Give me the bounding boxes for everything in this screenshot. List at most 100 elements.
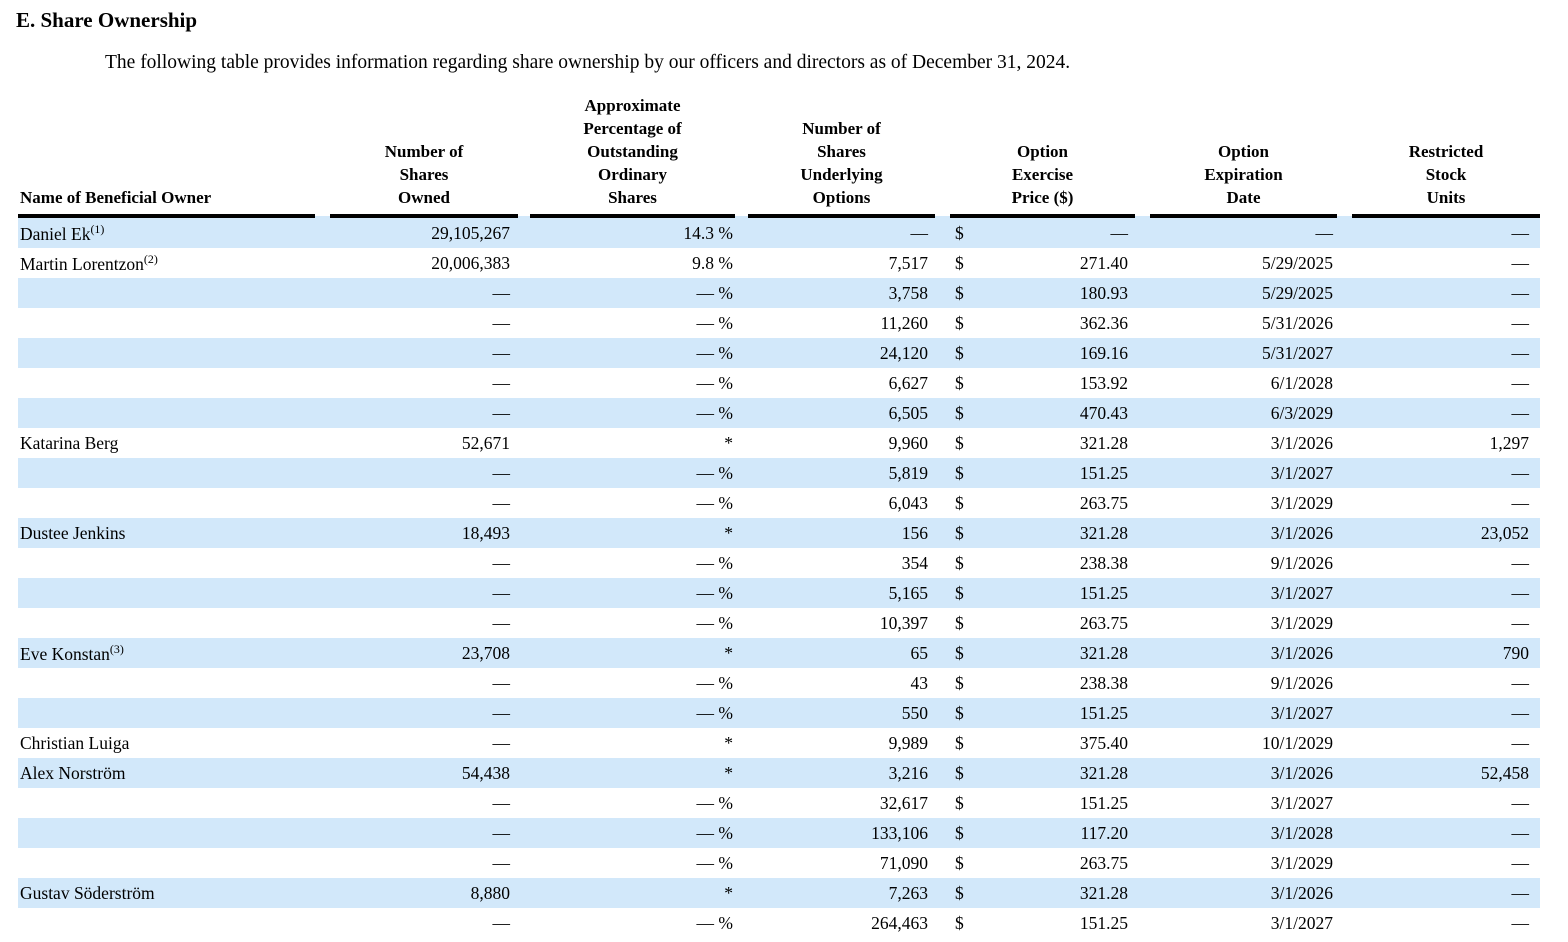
table-row: — — % 5,819 $151.25 3/1/2027 — — [18, 458, 1541, 488]
column-gap — [315, 488, 330, 518]
cell-restricted-stock-units: — — [1511, 492, 1530, 513]
cell-owner-name: Gustav Söderström — [18, 878, 315, 908]
cell-option-shares: 133,106 — [748, 818, 935, 848]
cell-expiration-date: 5/29/2025 — [1262, 252, 1334, 273]
cell-owner-name — [18, 788, 315, 818]
column-gap — [518, 698, 530, 728]
column-gap — [518, 488, 530, 518]
cell-restricted-stock-units: — — [1511, 792, 1530, 813]
column-gap — [518, 94, 530, 216]
cell-ownership-percentage: — % — [530, 338, 735, 368]
column-gap — [1337, 548, 1352, 578]
column-gap — [735, 248, 748, 278]
column-gap — [1337, 278, 1353, 308]
cell-shares-owned: — — [492, 912, 511, 933]
cell-dollar-sign: $ — [950, 398, 980, 428]
column-gap — [1135, 308, 1150, 338]
table-row: — — % 71,090 $263.75 3/1/2029 — — [18, 848, 1540, 878]
column-gap — [735, 788, 748, 818]
cell-expiration-date: 3/1/2027 — [1270, 792, 1334, 813]
cell-exercise-price: 238.38 — [1079, 552, 1129, 573]
cell-owner-name — [18, 338, 315, 368]
cell-exercise-price: 271.40 — [1079, 252, 1129, 273]
cell-dollar-sign: $ — [950, 758, 980, 788]
column-gap — [315, 878, 330, 908]
column-gap — [315, 908, 330, 938]
cell-shares-owned: — — [330, 578, 518, 608]
cell-owner-name — [18, 278, 315, 308]
cell-restricted-stock-units: — — [1511, 252, 1530, 273]
cell-option-shares: 6,627 — [888, 372, 928, 393]
cell-ownership-percentage: — % — [530, 458, 735, 488]
column-gap — [1135, 638, 1151, 668]
cell-ownership-percentage: * — [530, 638, 735, 668]
table-row: Katarina Berg 52,671 * 9,960 $321.28 3/1/2026… — [18, 428, 1540, 458]
column-gap — [315, 94, 330, 216]
cell-owner-name: Alex Norström — [18, 758, 315, 788]
cell-exercise-price: — — [980, 216, 1136, 248]
cell-dollar-sign: $ — [955, 372, 964, 393]
cell-expiration-date: 3/1/2026 — [1150, 758, 1338, 788]
column-gap — [735, 728, 748, 758]
cell-dollar-sign: $ — [950, 518, 980, 548]
column-gap — [935, 518, 950, 548]
column-gap — [1337, 788, 1352, 818]
column-gap — [1135, 488, 1150, 518]
column-gap — [1135, 278, 1151, 308]
column-gap — [935, 848, 950, 878]
cell-shares-owned: — — [492, 672, 511, 693]
cell-owner-name: Daniel Ek(1) — [18, 216, 315, 248]
cell-exercise-price: 263.75 — [1079, 612, 1129, 633]
cell-ownership-percentage: — % — [696, 912, 733, 933]
column-gap — [735, 338, 748, 368]
cell-dollar-sign: $ — [955, 252, 964, 273]
cell-dollar-sign: $ — [955, 912, 964, 933]
column-gap — [518, 818, 530, 848]
cell-owner-name — [18, 908, 315, 938]
column-gap — [735, 818, 748, 848]
column-gap — [1135, 338, 1151, 368]
cell-expiration-date: 10/1/2029 — [1262, 732, 1334, 753]
column-gap — [935, 608, 950, 638]
cell-expiration-date: 5/31/2027 — [1150, 338, 1338, 368]
cell-expiration-date: 3/1/2027 — [1150, 578, 1338, 608]
column-gap — [935, 428, 950, 458]
column-gap — [735, 368, 748, 398]
cell-shares-owned: 20,006,383 — [431, 252, 510, 273]
footnote-ref: (3) — [109, 641, 124, 656]
cell-ownership-percentage: — % — [696, 612, 733, 633]
cell-dollar-sign: $ — [955, 432, 964, 453]
column-gap — [518, 908, 530, 938]
cell-option-shares: — — [748, 216, 935, 248]
cell-dollar-sign: $ — [950, 638, 980, 668]
cell-exercise-price: 169.16 — [980, 338, 1136, 368]
column-gap — [518, 278, 530, 308]
table-row: — — % 264,463 $151.25 3/1/2027 — — [18, 908, 1540, 938]
cell-ownership-percentage: * — [724, 432, 733, 453]
cell-exercise-price: 470.43 — [980, 398, 1136, 428]
table-row: Eve Konstan(3) 23,708 * 65 $321.28 3/1/2026 79… — [18, 638, 1541, 668]
header-exercise-price: Option Exercise Price ($) — [950, 94, 1136, 218]
table-row: Gustav Söderström 8,880 * 7,263 $321.28 3/1/2… — [18, 878, 1541, 908]
cell-exercise-price: 117.20 — [980, 818, 1136, 848]
column-gap — [1337, 608, 1352, 638]
column-gap — [935, 488, 950, 518]
cell-restricted-stock-units: — — [1352, 818, 1541, 848]
cell-exercise-price: 151.25 — [1079, 912, 1129, 933]
column-gap — [518, 458, 530, 488]
cell-option-shares: 24,120 — [748, 338, 935, 368]
cell-owner-name — [18, 458, 315, 488]
cell-shares-owned: — — [492, 552, 511, 573]
cell-shares-owned: — — [492, 492, 511, 513]
cell-option-shares: 5,819 — [748, 458, 935, 488]
cell-exercise-price: 151.25 — [980, 458, 1136, 488]
column-gap — [735, 308, 748, 338]
column-gap — [315, 278, 330, 308]
column-gap — [735, 458, 748, 488]
table-row: Alex Norström 54,438 * 3,216 $321.28 3/1/2026… — [18, 758, 1541, 788]
cell-owner-name — [18, 608, 315, 638]
cell-dollar-sign: $ — [950, 578, 980, 608]
column-gap — [315, 788, 330, 818]
column-gap — [1337, 848, 1352, 878]
footnote-ref: (2) — [143, 251, 158, 266]
